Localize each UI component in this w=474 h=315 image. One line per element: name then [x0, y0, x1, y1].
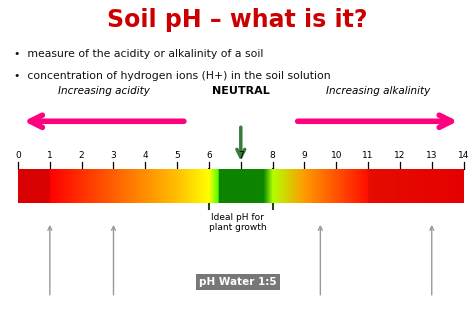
- Text: 14: 14: [458, 151, 469, 160]
- Text: Increasing alkalinity: Increasing alkalinity: [326, 86, 430, 96]
- Text: Increasing acidity: Increasing acidity: [58, 86, 150, 96]
- Text: 5: 5: [174, 151, 180, 160]
- Text: pH Water 1:5: pH Water 1:5: [199, 277, 276, 287]
- Text: •  measure of the acidity or alkalinity of a soil: • measure of the acidity or alkalinity o…: [14, 49, 264, 59]
- Text: 3: 3: [110, 151, 116, 160]
- Text: 11: 11: [362, 151, 374, 160]
- Text: Ideal pH for
plant growth: Ideal pH for plant growth: [209, 213, 266, 232]
- Text: 12: 12: [394, 151, 406, 160]
- Text: 0: 0: [15, 151, 21, 160]
- Text: 10: 10: [330, 151, 342, 160]
- Text: 8: 8: [270, 151, 275, 160]
- Text: •  concentration of hydrogen ions (H+) in the soil solution: • concentration of hydrogen ions (H+) in…: [14, 71, 331, 81]
- Text: 9: 9: [301, 151, 307, 160]
- Text: 1: 1: [47, 151, 53, 160]
- Text: 13: 13: [426, 151, 438, 160]
- Text: Soil pH – what is it?: Soil pH – what is it?: [107, 8, 367, 32]
- Text: NEUTRAL: NEUTRAL: [212, 86, 270, 96]
- Text: 2: 2: [79, 151, 84, 160]
- Text: 4: 4: [143, 151, 148, 160]
- Text: 7: 7: [238, 151, 244, 160]
- Text: 6: 6: [206, 151, 212, 160]
